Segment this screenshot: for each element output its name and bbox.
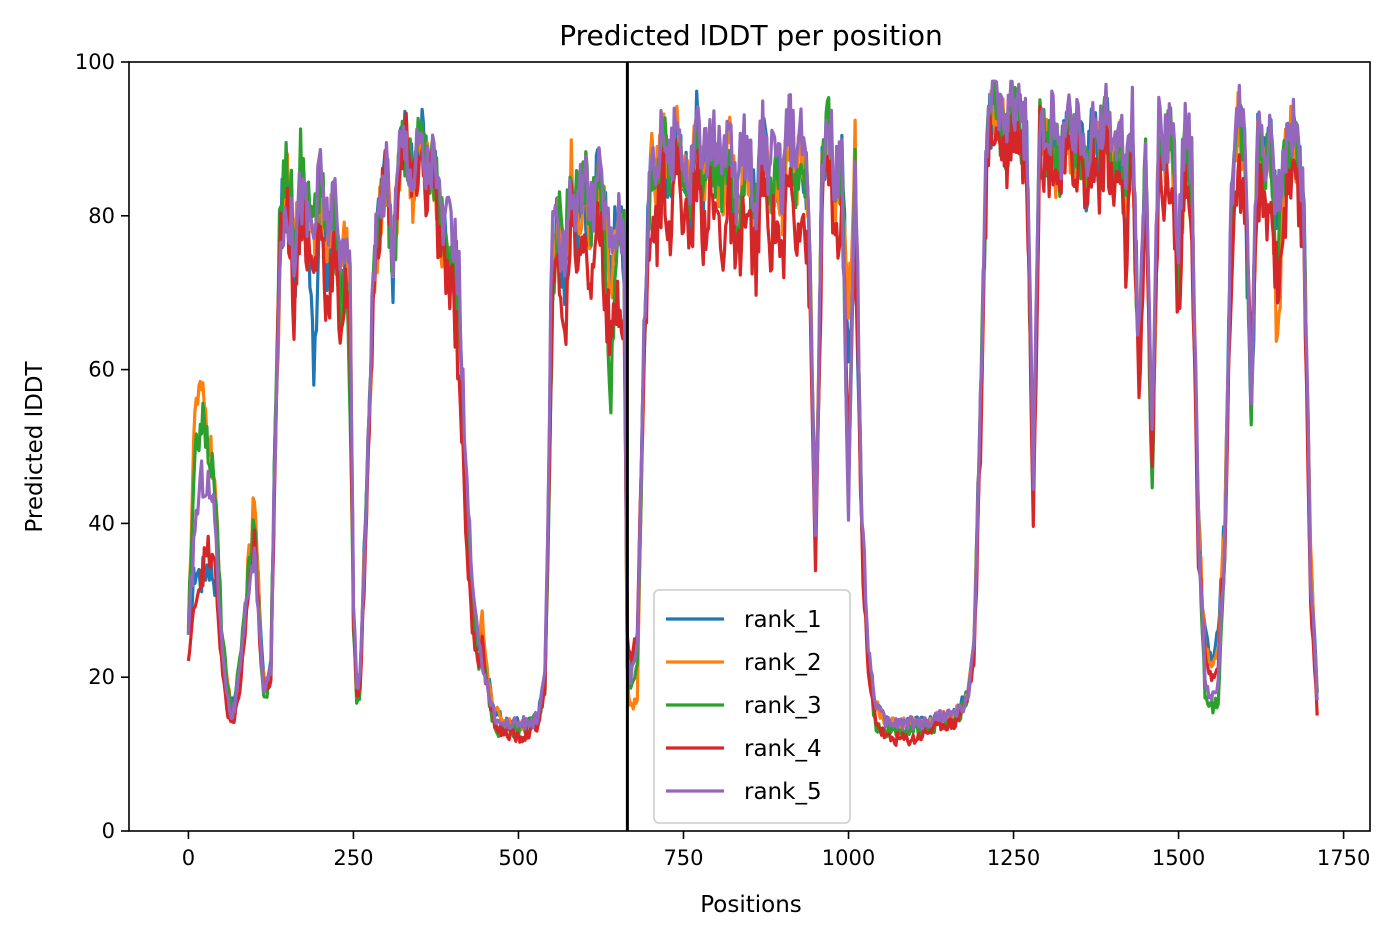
x-tick-label: 1250 — [987, 846, 1040, 870]
y-tick-label: 80 — [88, 204, 115, 228]
x-axis: 0 250 500 750 1000 1250 1500 1750 — [182, 831, 1370, 870]
x-tick-label: 500 — [498, 846, 538, 870]
x-tick-label: 250 — [333, 846, 373, 870]
series-line-rank_5 — [186, 79, 1319, 731]
x-tick-label: 1000 — [822, 846, 875, 870]
y-axis: 0 20 40 60 80 100 — [75, 50, 129, 843]
y-tick-label: 20 — [88, 665, 115, 689]
chart-title: Predicted lDDT per position — [559, 19, 943, 52]
plot-lines — [186, 79, 1319, 747]
y-tick-label: 40 — [88, 511, 115, 535]
legend-label-rank_1: rank_1 — [744, 607, 822, 633]
x-tick-label: 1750 — [1317, 846, 1370, 870]
legend-label-rank_2: rank_2 — [744, 650, 822, 676]
legend-label-rank_3: rank_3 — [744, 693, 822, 719]
x-tick-label: 750 — [663, 846, 703, 870]
legend-label-rank_4: rank_4 — [744, 736, 822, 762]
legend-frame — [653, 589, 851, 824]
plot-frame — [128, 61, 1371, 832]
x-tick-label: 0 — [182, 846, 195, 870]
y-tick-label: 0 — [102, 819, 115, 843]
y-tick-label: 100 — [75, 50, 115, 74]
x-tick-label: 1500 — [1152, 846, 1205, 870]
y-axis-label: Predicted lDDT — [22, 360, 48, 532]
x-axis-label: Positions — [700, 892, 802, 918]
legend: rank_1 rank_2 rank_3 rank_4 rank_5 — [653, 589, 851, 824]
legend-label-rank_5: rank_5 — [744, 779, 822, 805]
y-tick-label: 60 — [88, 358, 115, 382]
